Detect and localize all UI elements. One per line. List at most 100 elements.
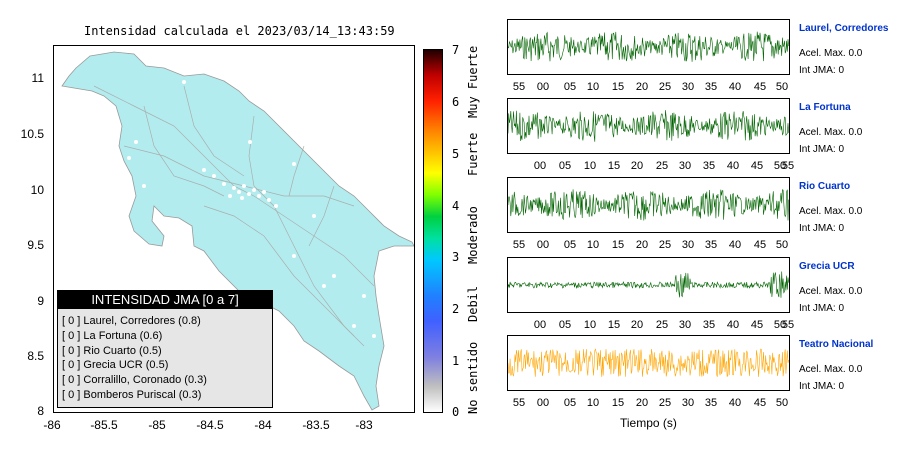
seismogram-time-tick: 30 (681, 81, 695, 93)
seismogram-time-tick: 20 (630, 319, 644, 331)
map-title: Intensidad calculada el 2023/03/14_13:43… (84, 24, 395, 38)
seismogram-time-tick: 20 (635, 81, 649, 93)
costa-rica-map (61, 51, 414, 411)
seismogram-time-tick: 20 (630, 160, 644, 172)
waveform-trace (508, 271, 789, 298)
seismogram-time-tick: 00 (533, 160, 547, 172)
seismogram-panel (507, 98, 790, 154)
map-y-tick: 9.5 (27, 238, 44, 252)
seismogram-time-tick: 50 (773, 160, 787, 172)
station-name: Grecia UCR (799, 261, 855, 272)
map-x-tick: -84 (254, 418, 272, 432)
seismogram-time-tick: 55 (512, 239, 526, 251)
map-x-tick: -85 (148, 418, 166, 432)
station-max-accel: Acel. Max. 0.0 (799, 364, 863, 375)
station-max-accel: Acel. Max. 0.0 (799, 286, 863, 297)
map-x-tick: -86 (43, 418, 61, 432)
seismogram-time-tick: 40 (728, 81, 742, 93)
seismogram-time-tick: 55 (781, 319, 795, 331)
seismogram-time-tick: 30 (678, 160, 692, 172)
seismogram-time-tick: 35 (704, 81, 718, 93)
waveform-trace (508, 31, 789, 62)
time-axis-label: Tiempo (s) (620, 416, 677, 430)
seismogram-time-tick: 40 (726, 319, 740, 331)
station-name: Laurel, Corredores (799, 23, 889, 34)
seismogram-time-tick: 35 (704, 239, 718, 251)
map-x-tick: -84.5 (196, 418, 224, 432)
seismogram-time-tick: 05 (563, 239, 577, 251)
colorbar-tick: 4 (452, 199, 460, 213)
colorbar-label-muy-fuerte: Muy Fuerte (466, 45, 480, 118)
intensity-legend: INTENSIDAD JMA [0 a 7] [ 0 ] Laurel, Cor… (57, 290, 273, 408)
seismogram-time-tick: 35 (702, 160, 716, 172)
station-jma-intensity: Int JMA: 0 (799, 65, 845, 76)
station-jma-intensity: Int JMA: 0 (799, 303, 845, 314)
legend-item: [ 0 ] Grecia UCR (0.5) (62, 359, 169, 372)
seismogram-time-tick: 30 (678, 319, 692, 331)
map-y-tick: 10 (30, 183, 44, 197)
map-y-tick: 10.5 (20, 127, 44, 141)
map-y-tick: 8 (37, 404, 44, 418)
legend-title: INTENSIDAD JMA [0 a 7] (58, 291, 272, 309)
seismogram-time-tick: 25 (658, 81, 672, 93)
seismogram-time-tick: 15 (611, 397, 625, 409)
map-y-tick: 8.5 (27, 349, 44, 363)
legend-item: [ 0 ] Rio Cuarto (0.5) (62, 344, 162, 357)
seismogram-time-tick: 10 (583, 160, 597, 172)
seismogram-time-tick: 25 (658, 397, 672, 409)
seismogram-time-tick: 15 (607, 319, 621, 331)
station-jma-intensity: Int JMA: 0 (799, 223, 845, 234)
seismogram-panel (507, 177, 790, 233)
seismogram-time-tick: 45 (753, 397, 767, 409)
seismogram-time-tick: 10 (586, 397, 600, 409)
station-name: Teatro Nacional (799, 339, 874, 350)
seismogram-panel (507, 335, 790, 391)
seismogram-time-tick: 45 (750, 160, 764, 172)
seismogram-time-tick: 50 (775, 81, 789, 93)
map-x-tick: -83.5 (302, 418, 330, 432)
seismogram-time-tick: 15 (611, 239, 625, 251)
seismogram-time-tick: 50 (775, 397, 789, 409)
seismogram-time-tick: 55 (512, 81, 526, 93)
seismogram-time-tick: 40 (728, 239, 742, 251)
seismogram-time-tick: 35 (704, 397, 718, 409)
station-name: La Fortuna (799, 102, 851, 113)
seismogram-time-tick: 30 (681, 397, 695, 409)
seismogram-time-tick: 10 (583, 319, 597, 331)
seismogram-time-tick: 25 (658, 239, 672, 251)
seismogram-time-tick: 15 (607, 160, 621, 172)
seismogram-time-tick: 35 (702, 319, 716, 331)
seismogram-time-tick: 50 (773, 319, 787, 331)
seismogram-panel (507, 19, 790, 75)
seismogram-time-tick: 45 (750, 319, 764, 331)
map-x-tick: -83 (355, 418, 373, 432)
seismogram-time-tick: 40 (728, 397, 742, 409)
legend-item: [ 0 ] La Fortuna (0.6) (62, 329, 163, 342)
map-y-tick: 11 (31, 71, 44, 85)
seismogram-time-tick: 45 (753, 81, 767, 93)
colorbar-tick: 1 (452, 354, 460, 368)
waveform-trace (508, 110, 789, 142)
colorbar-label-moderado: Moderado (466, 206, 480, 264)
seismogram-time-tick: 05 (558, 160, 572, 172)
intensity-colorbar (423, 49, 443, 413)
seismogram-time-tick: 20 (635, 397, 649, 409)
seismogram-time-tick: 10 (586, 239, 600, 251)
station-name: Rio Cuarto (799, 181, 851, 192)
seismogram-time-tick: 10 (586, 81, 600, 93)
seismogram-time-tick: 05 (563, 81, 577, 93)
map-y-tick: 9 (37, 294, 44, 308)
station-max-accel: Acel. Max. 0.0 (799, 127, 863, 138)
station-jma-intensity: Int JMA: 0 (799, 144, 845, 155)
station-max-accel: Acel. Max. 0.0 (799, 48, 863, 59)
seismogram-time-tick: 00 (536, 239, 550, 251)
seismogram-time-tick: 00 (533, 319, 547, 331)
colorbar-tick: 3 (452, 250, 460, 264)
colorbar-tick: 5 (452, 147, 460, 161)
colorbar-label-debil: Debil (466, 285, 480, 322)
waveform-trace (508, 189, 789, 221)
station-max-accel: Acel. Max. 0.0 (799, 206, 863, 217)
seismogram-time-tick: 25 (655, 319, 669, 331)
colorbar-tick: 2 (452, 302, 460, 316)
legend-item: [ 0 ] Laurel, Corredores (0.8) (62, 315, 201, 327)
